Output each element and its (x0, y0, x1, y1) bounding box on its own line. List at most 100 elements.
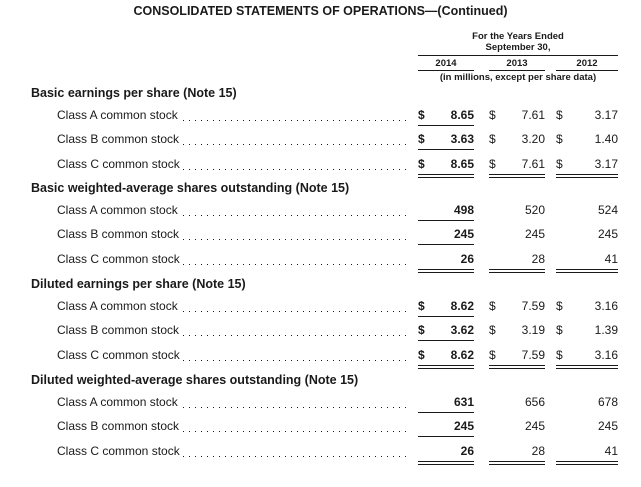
double-rule-top (556, 365, 618, 366)
row-label: Class B common stock (57, 419, 409, 435)
value-cell: 245 (418, 419, 474, 435)
value-number: 245 (597, 227, 618, 241)
value-cell: 41 (556, 252, 618, 268)
value-number: 678 (597, 395, 618, 409)
row-label-text: Class C common stock (57, 157, 182, 171)
cell-rule (418, 244, 474, 245)
double-rule-bottom (418, 368, 474, 369)
value-cell: 498 (418, 203, 474, 219)
double-rule-bottom (556, 177, 618, 178)
value-cell: $3.20 (489, 132, 545, 148)
double-rule-top (418, 461, 474, 462)
value-number: 8.65 (450, 108, 474, 122)
row-label: Class C common stock (57, 157, 409, 173)
dollar-sign: $ (556, 132, 563, 146)
dot-leader (57, 335, 409, 336)
value-number: 28 (531, 444, 545, 458)
value-number: 7.59 (521, 299, 545, 313)
dollar-sign: $ (489, 132, 496, 146)
double-rule-bottom (556, 368, 618, 369)
row-label: Class A common stock (57, 299, 409, 315)
value-cell: $7.59 (489, 299, 545, 315)
value-number: 520 (524, 203, 545, 217)
value-cell: 524 (556, 203, 618, 219)
units-note: (in millions, except per share data) (439, 72, 597, 83)
statement-title: CONSOLIDATED STATEMENTS OF OPERATIONS—(C… (133, 4, 508, 18)
double-rule-bottom (556, 464, 618, 465)
cell-rule (418, 220, 474, 221)
value-number: 245 (524, 419, 545, 433)
value-number: 7.61 (521, 157, 545, 171)
row-label-text: Class B common stock (57, 132, 182, 146)
year-2013: 2013 (506, 58, 528, 69)
double-rule-top (418, 365, 474, 366)
value-number: 524 (597, 203, 618, 217)
double-rule-bottom (489, 464, 545, 465)
dot-leader (57, 239, 409, 240)
dot-leader (57, 360, 409, 361)
dollar-sign: $ (489, 299, 496, 313)
value-number: 498 (453, 203, 474, 217)
double-rule-bottom (489, 272, 545, 273)
value-number: 26 (460, 444, 474, 458)
cell-rule (418, 149, 474, 150)
value-number: 1.40 (594, 132, 618, 146)
dot-leader (57, 456, 409, 457)
value-cell: 28 (489, 252, 545, 268)
dollar-sign: $ (556, 348, 563, 362)
value-number: 631 (453, 395, 474, 409)
value-number: 41 (604, 444, 618, 458)
dollar-sign: $ (556, 108, 563, 122)
year-rule-2013 (489, 70, 545, 71)
value-cell: 26 (418, 252, 474, 268)
value-cell: $3.63 (418, 132, 474, 148)
cell-rule (418, 316, 474, 317)
cell-rule (418, 436, 474, 437)
row-label: Class B common stock (57, 132, 409, 148)
value-cell: 245 (556, 227, 618, 243)
double-rule-bottom (418, 177, 474, 178)
value-cell: 631 (418, 395, 474, 411)
value-number: 3.63 (450, 132, 474, 146)
cell-rule (418, 412, 474, 413)
row-label: Class B common stock (57, 227, 409, 243)
dollar-sign: $ (489, 323, 496, 337)
row-label-text: Class C common stock (57, 348, 182, 362)
row-label-text: Class B common stock (57, 419, 182, 433)
value-cell: 520 (489, 203, 545, 219)
dollar-sign: $ (556, 323, 563, 337)
dollar-sign: $ (418, 299, 425, 313)
value-cell: 245 (489, 419, 545, 435)
header-rule (418, 55, 618, 56)
value-cell: $8.62 (418, 299, 474, 315)
value-cell: $3.19 (489, 323, 545, 339)
value-cell: $1.39 (556, 323, 618, 339)
value-cell: 656 (489, 395, 545, 411)
value-number: 245 (597, 419, 618, 433)
double-rule-top (556, 461, 618, 462)
value-number: 3.20 (521, 132, 545, 146)
value-cell: $1.40 (556, 132, 618, 148)
value-number: 656 (524, 395, 545, 409)
value-cell: 245 (556, 419, 618, 435)
value-number: 245 (453, 227, 474, 241)
value-number: 26 (460, 252, 474, 266)
value-cell: $7.61 (489, 108, 545, 124)
value-cell: 245 (489, 227, 545, 243)
double-rule-top (418, 269, 474, 270)
double-rule-bottom (489, 368, 545, 369)
value-cell: 26 (418, 444, 474, 460)
dollar-sign: $ (418, 323, 425, 337)
value-cell: 28 (489, 444, 545, 460)
double-rule-top (556, 269, 618, 270)
dot-leader (57, 120, 409, 121)
value-number: 28 (531, 252, 545, 266)
value-number: 1.39 (594, 323, 618, 337)
value-number: 3.16 (594, 348, 618, 362)
cell-rule (418, 340, 474, 341)
dot-leader (57, 215, 409, 216)
row-label-text: Class A common stock (57, 203, 180, 217)
value-number: 7.61 (521, 108, 545, 122)
section-title: Basic earnings per share (Note 15) (31, 86, 237, 100)
year-2012: 2012 (576, 58, 598, 69)
